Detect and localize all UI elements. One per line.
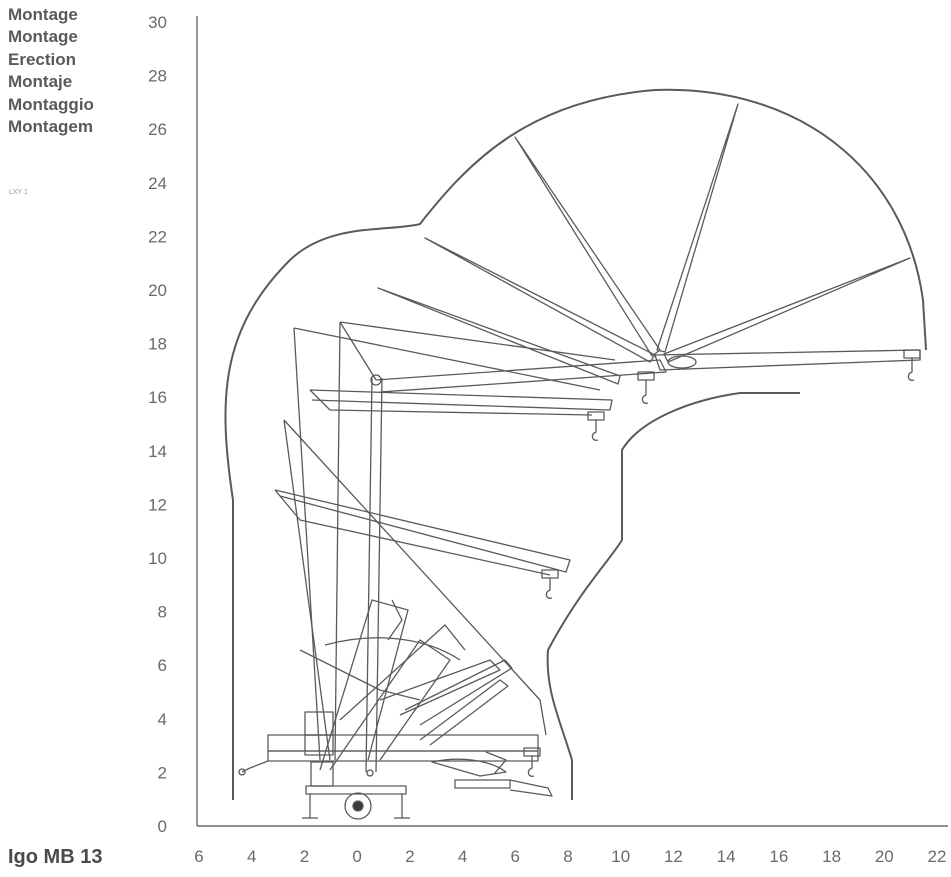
model-name: Igo MB 13: [8, 846, 103, 868]
crane-base: [238, 711, 553, 820]
hook-blocks: [523, 349, 921, 777]
x-tick-label: 4: [458, 847, 467, 866]
title-german: Montage: [8, 5, 78, 24]
y-tick-label: 2: [158, 763, 167, 782]
working-envelope: [224, 88, 927, 800]
y-tick-label: 26: [148, 120, 167, 139]
y-tick-label: 20: [148, 281, 167, 300]
jib-erection-stages: [274, 321, 667, 761]
crane-drawing: [224, 88, 927, 820]
x-tick-label: 10: [611, 847, 630, 866]
x-tick-label: 16: [769, 847, 788, 866]
y-tick-label: 22: [148, 227, 167, 246]
title-spanish: Montaje: [8, 72, 73, 92]
x-tick-label: 6: [194, 847, 203, 866]
jib-sweep-positions: [377, 103, 921, 385]
title-french: Montage: [8, 27, 78, 47]
x-tick-label: 2: [405, 847, 414, 866]
x-tick-label: 14: [717, 847, 736, 866]
mast-erection-stages: [299, 599, 513, 771]
y-tick-label: 8: [158, 603, 167, 622]
title-english: Erection: [8, 49, 77, 69]
x-tick-label: 4: [247, 847, 256, 866]
x-tick-label: 0: [352, 847, 361, 866]
axes: [196, 16, 948, 827]
y-tick-label: 18: [148, 335, 167, 354]
x-tick-label: 20: [875, 847, 894, 866]
title-block: Montage Montage Erection Montaje Montagg…: [8, 4, 94, 138]
document-code: LXY 1: [9, 189, 28, 196]
y-tick-label: 28: [148, 67, 167, 86]
title-portuguese: Montagem: [8, 117, 93, 137]
clearance-contour: [546, 392, 800, 800]
y-tick-label: 14: [148, 442, 167, 461]
y-tick-label: 0: [158, 817, 167, 836]
x-tick-label: 2: [300, 847, 309, 866]
y-tick-label: 30: [148, 13, 167, 32]
y-tick-label: 16: [148, 388, 167, 407]
title-italian: Montaggio: [8, 94, 94, 114]
y-tick-label: 24: [148, 174, 167, 193]
y-tick-label: 6: [158, 656, 167, 675]
y-tick-label: 10: [148, 549, 167, 568]
x-tick-label: 18: [822, 847, 841, 866]
x-tick-label: 6: [511, 847, 520, 866]
y-tick-label: 12: [148, 495, 167, 514]
x-tick-label: 12: [664, 847, 683, 866]
y-tick-label: 4: [158, 710, 167, 729]
x-tick-label: 8: [563, 847, 572, 866]
x-tick-label: 22: [928, 847, 947, 866]
